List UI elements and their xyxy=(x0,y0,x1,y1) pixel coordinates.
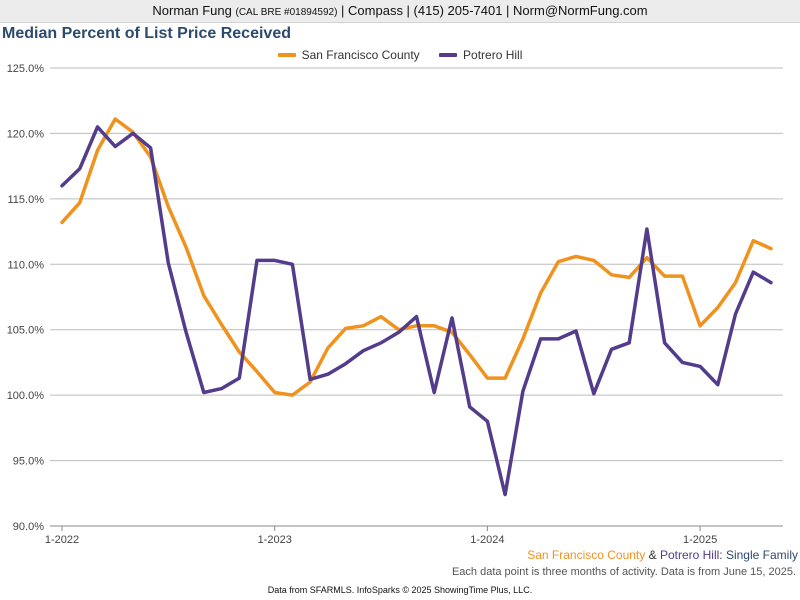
series-line-potrero xyxy=(60,125,773,497)
caption-amp: & xyxy=(645,548,660,562)
caption-sf: San Francisco County xyxy=(527,548,646,562)
y-tick-label: 110.0% xyxy=(8,259,45,271)
contact-details: | Compass | (415) 205-7401 | Norm@NormFu… xyxy=(341,3,648,18)
x-tick-label: 1-2025 xyxy=(683,534,717,546)
agent-name: Norman Fung xyxy=(152,3,232,18)
legend-swatch-sf xyxy=(277,53,296,57)
y-tick-label: 95.0% xyxy=(13,456,44,468)
legend-item-sf: San Francisco County xyxy=(277,48,420,62)
y-tick-label: 125.0% xyxy=(7,63,45,75)
y-tick-label: 115.0% xyxy=(8,194,45,206)
x-tick-label: 1-2022 xyxy=(45,534,79,546)
y-tick-label: 90.0% xyxy=(13,521,44,533)
caption-potrero: Potrero Hill xyxy=(659,548,720,562)
data-source-footer: Data from SFARMLS. InfoSparks © 2025 Sho… xyxy=(267,585,533,595)
x-tick-label: 1-2024 xyxy=(470,534,504,546)
contact-banner: Norman Fung (CAL BRE #01894592) | Compas… xyxy=(0,0,800,23)
caption-suffix: : Single Family xyxy=(719,548,798,562)
y-tick-label: 100.0% xyxy=(7,390,45,402)
legend-swatch-potrero xyxy=(439,53,458,57)
legend-label-potrero: Potrero Hill xyxy=(463,48,523,62)
x-tick-label: 1-2023 xyxy=(258,534,292,546)
chart-legend: San Francisco County Potrero Hill xyxy=(0,46,800,62)
chart-title: Median Percent of List Price Received xyxy=(2,25,291,42)
y-tick-label: 105.0% xyxy=(7,325,45,337)
chart-caption: San Francisco County & Potrero Hill: Sin… xyxy=(527,548,798,562)
data-note: Each data point is three months of activ… xyxy=(451,566,796,578)
legend-item-potrero: Potrero Hill xyxy=(439,48,522,62)
legend-label-sf: San Francisco County xyxy=(301,48,420,62)
y-tick-label: 120.0% xyxy=(7,128,45,140)
license-number: (CAL BRE #01894592) xyxy=(235,7,338,18)
